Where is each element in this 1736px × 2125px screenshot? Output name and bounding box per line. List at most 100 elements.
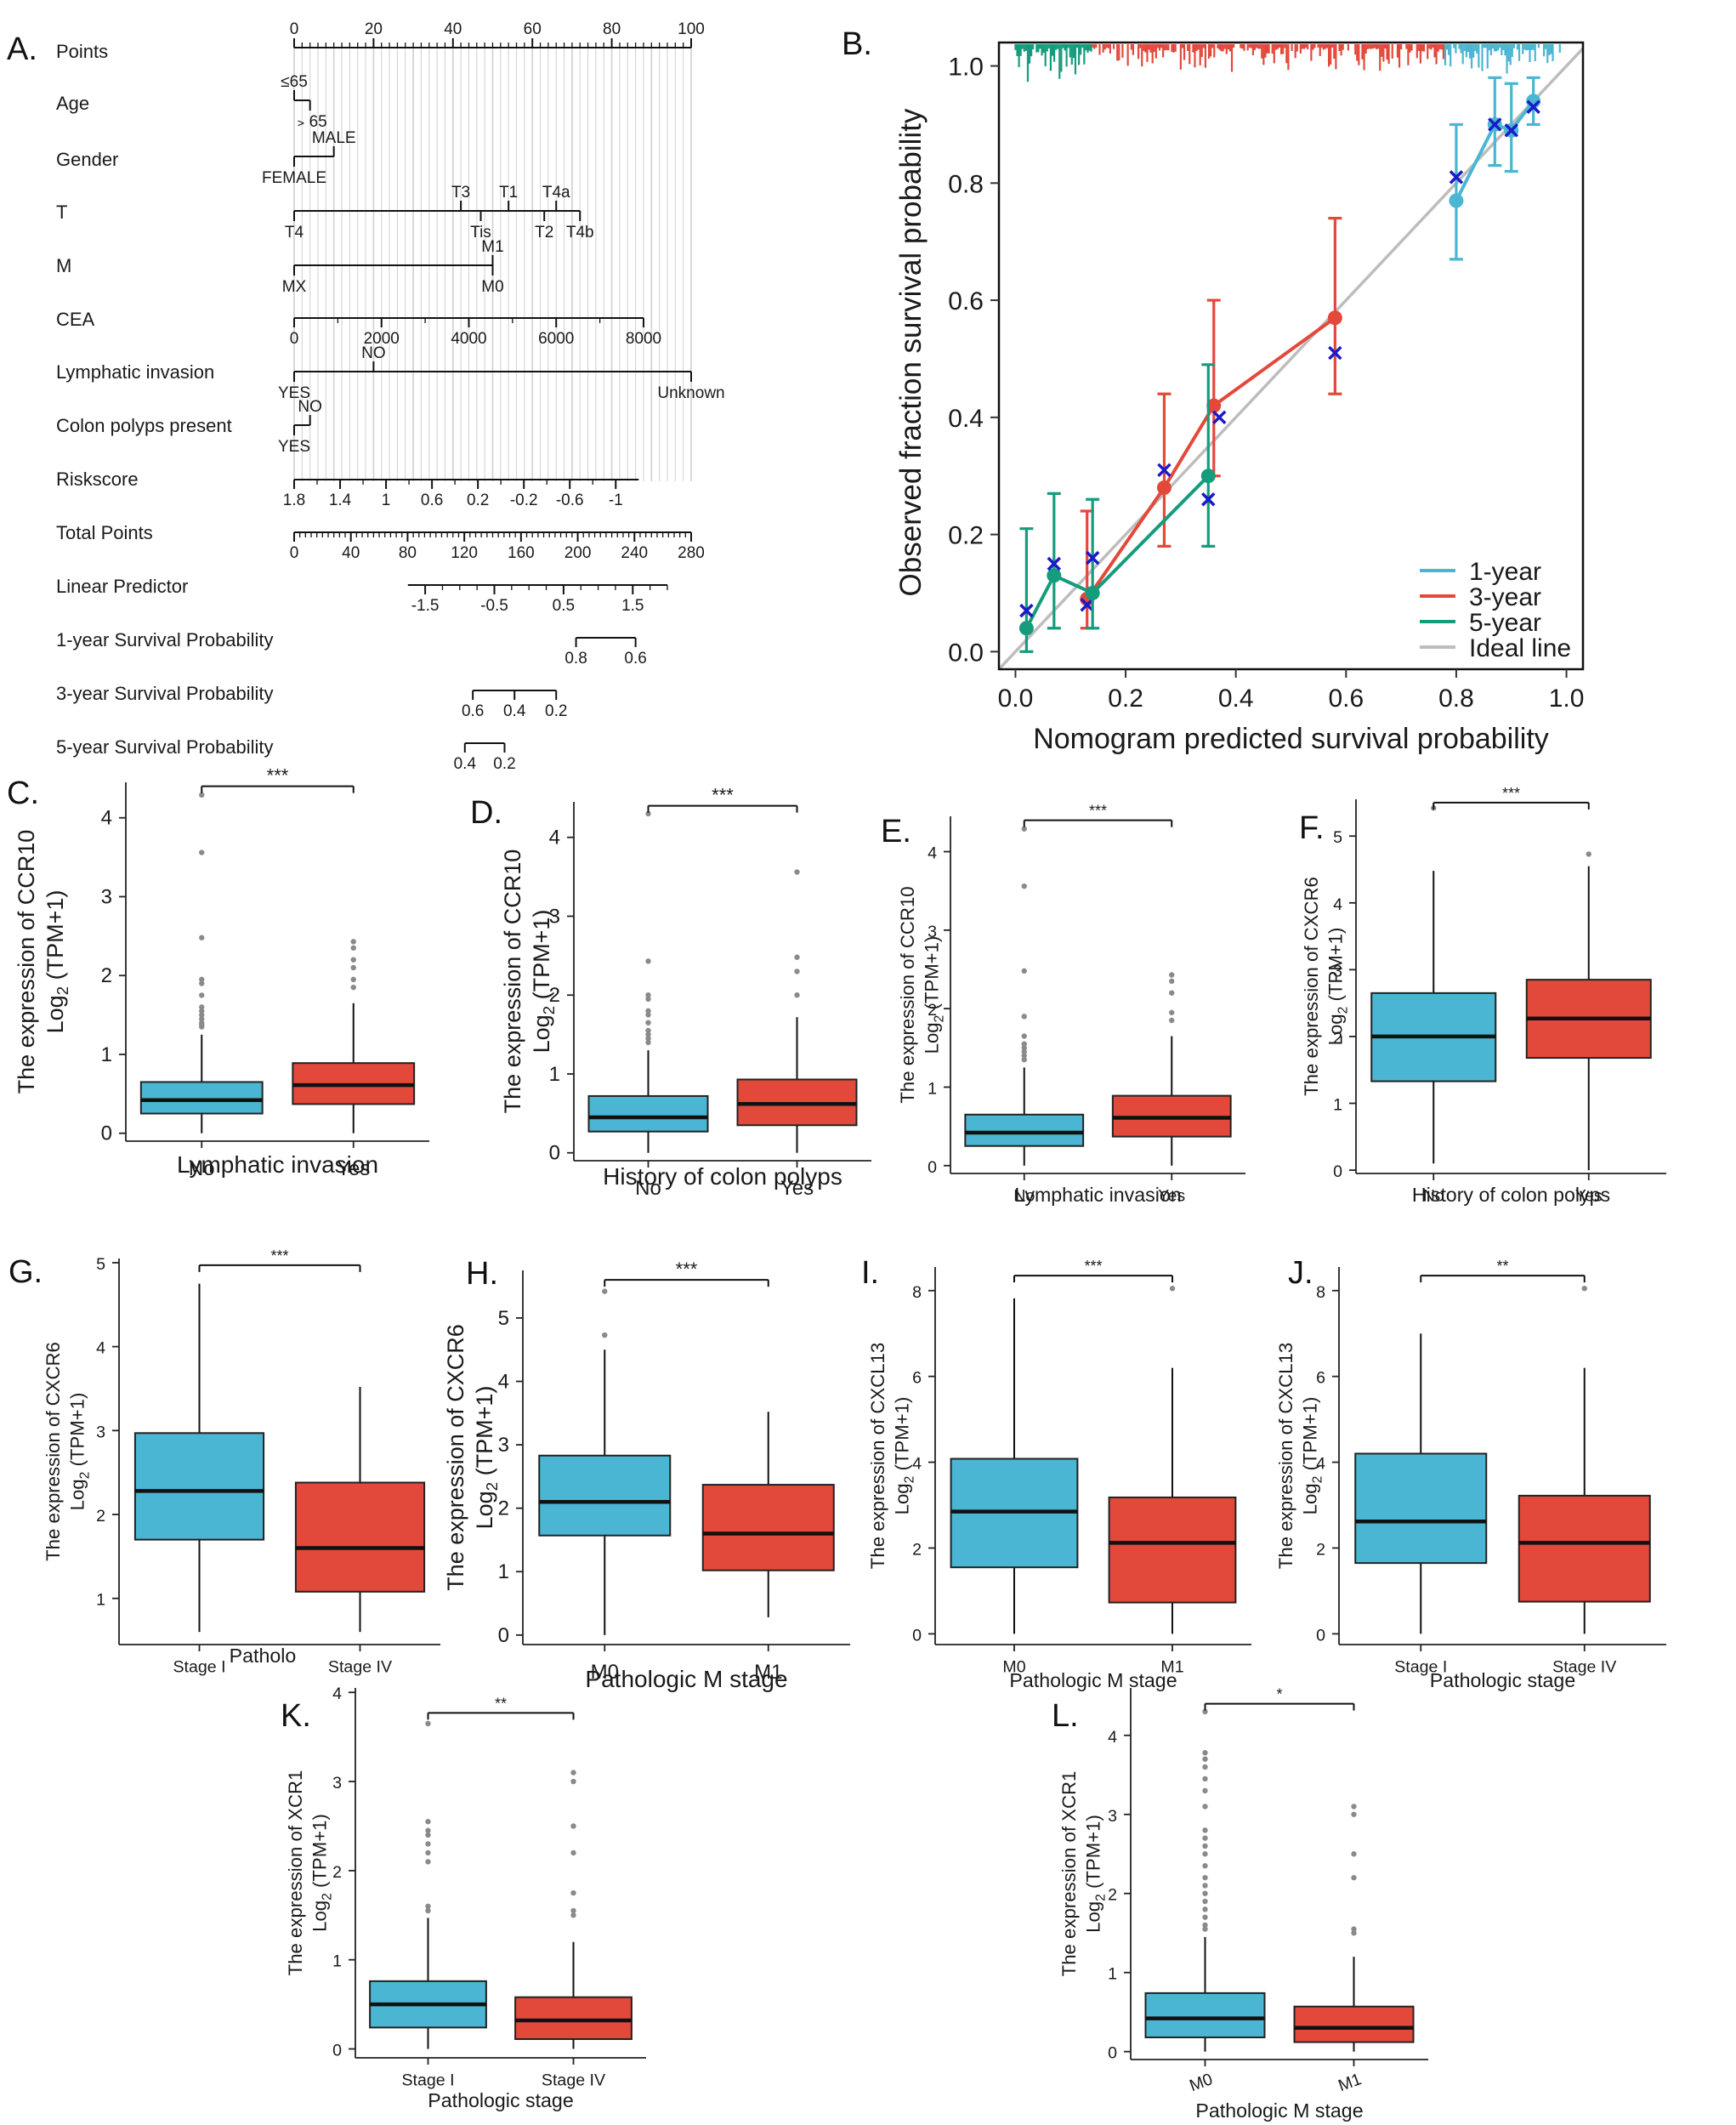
outlier-point [1021,826,1027,832]
outlier-point [1021,1033,1027,1039]
significance-stars: *** [270,1247,288,1264]
y-tick-label: 4 [332,1685,342,1703]
outlier-point [645,996,651,1003]
outlier-point [1021,1048,1027,1055]
outlier-point [570,1823,576,1829]
outlier-point [1202,1883,1208,1889]
box-red [514,1996,633,2040]
y-tick-label: 0 [332,2042,342,2060]
panel-label-b: B. [842,26,872,62]
boxplot-panel: J. 0 2 4 6 8 Stage I Stage IV ** Pathologic stage… [1275,1255,1666,1691]
y-tick-label: 6 [1316,1369,1325,1388]
outlier-point [645,1039,651,1046]
outlier-point [425,1903,431,1910]
y-tick-label: 6 [912,1369,922,1388]
kaplan-meier-cross [1157,463,1172,478]
y-axis-title: The expression of CCR10 Log2 (TPM+1) [897,886,946,1103]
y-axis-title-line1: The expression of CXCR6 [1301,877,1322,1096]
outlier-point [645,1012,651,1018]
y-tick-label: 0.2 [948,522,984,550]
outlier-point [1202,1804,1208,1810]
log-text: Log [309,1901,330,1932]
outlier-point [1202,1914,1208,1920]
y-axis-title: The expression of CCR10 Log2 (TPM+1) [500,849,559,1114]
y-tick-label: 3 [96,1423,105,1441]
outlier-point [645,1020,651,1026]
box-blue [964,1113,1085,1147]
kaplan-meier-cross [1212,410,1227,425]
outlier-point [1021,968,1027,974]
outlier-point [1202,1708,1208,1715]
log-subscript: 2 [320,1893,334,1901]
outlier-point [570,1889,576,1896]
outlier-point [350,939,356,945]
plot-frame [997,41,1585,671]
nomogram-factor-level: M0 [481,278,503,296]
outlier-point [645,992,651,998]
outlier-point [350,976,356,983]
x-tick-label: M1 [754,1661,782,1684]
y-tick-label: 4 [498,1371,509,1394]
y-axis-title-line2: Log2 (TPM+1) [66,1393,92,1511]
nomogram-factor-level: T4b [566,224,594,241]
nomogram-factor-level: T1 [499,184,518,202]
x-axis-title: Nomogram predicted survival probability [1033,723,1549,755]
outlier-point [1202,1787,1208,1794]
outlier-point [199,935,205,940]
boxplot-panel: G. 1 2 3 4 5 Stage I Stage IV *** Patholo The expr… [9,1247,440,1676]
nomogram-tick-label: 0 [290,330,299,348]
y-tick-label: 2 [498,1497,509,1520]
significance-stars: * [1276,1686,1282,1703]
y-tick-label: 1 [332,1952,342,1971]
y-tick-label: 4 [1316,1455,1325,1474]
log-subscript: 2 [932,1015,946,1023]
log-subscript: 2 [1336,1007,1350,1014]
x-tick-label: M1 [1336,2070,1364,2095]
y-axis-title: The expression of CCR10 Log2 (TPM+1) [14,830,72,1094]
outlier-point [1202,1835,1208,1841]
y-axis-title: The expression of CXCL13 Log2 (TPM+1) [867,1343,916,1569]
x-tick-label: 0.0 [998,685,1034,713]
nomogram-tick-label: 1.4 [329,491,352,509]
kaplan-meier-cross [1449,170,1464,185]
kaplan-meier-cross [1201,492,1216,507]
y-tick-label: 3 [1108,1807,1117,1826]
x-axis-title: Lymphatic invasion [1014,1184,1181,1206]
panel-label: J. [1288,1255,1313,1291]
x-tick-label: 0.8 [1438,685,1474,713]
legend-label: 5-year [1469,609,1541,637]
boxplot-panel: H. 0 1 2 3 4 5 M0 M1 *** Pathologic M stage The exp… [443,1256,850,1692]
log-text: Log [1082,1901,1103,1933]
nomogram-factor-level: T2 [535,224,553,241]
y-tick-label: 1 [928,1079,937,1098]
y-axis-title-line2: Log2 (TPM+1) [1299,1397,1325,1515]
kaplan-meier-cross [1328,345,1342,361]
y-tick-label: 3 [101,885,112,908]
outlier-point [794,969,800,974]
y-tick-label: 2 [101,964,112,987]
y-axis-title-line1: The expression of CCR10 [897,886,918,1103]
outlier-point [425,1819,431,1825]
nomogram-factor-level: M1 [481,238,503,256]
panel-label-a: A. [7,31,37,67]
outlier-point [570,1907,576,1914]
nomogram-tick-label: 2000 [364,330,400,348]
log-tail: (TPM+1) [529,910,554,1006]
nomogram-factor-level: T3 [451,184,470,202]
nomogram-tick-label: 0.5 [553,597,575,615]
significance-stars: *** [676,1259,698,1280]
outlier-point [425,1832,431,1838]
log-subscript: 2 [54,986,72,996]
y-axis-title-line1: The expression of CXCL13 [1275,1343,1296,1569]
outlier-point [1351,1804,1357,1810]
significance-stars: *** [1084,1258,1102,1275]
y-tick-label: 3 [549,905,560,928]
outlier-point [1021,1014,1027,1020]
outlier-point [1202,1843,1208,1849]
nomogram-tick-label: 200 [564,544,592,562]
outlier-point [1202,1827,1208,1833]
y-axis-title: The expression of XCR1 Log2 (TPM+1) [1058,1771,1108,1977]
log-text: Log [1325,1014,1346,1045]
kaplan-meier-cross [1504,123,1518,138]
